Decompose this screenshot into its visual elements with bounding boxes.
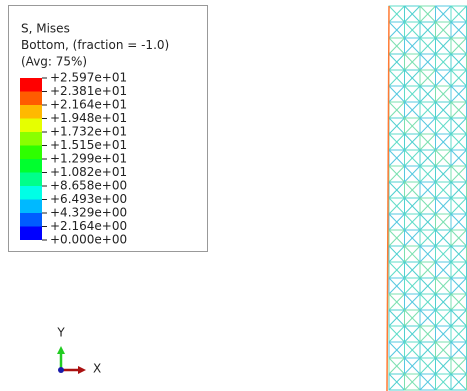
z-axis-dot — [58, 367, 64, 373]
y-arrow-head — [57, 346, 65, 354]
legend-label: +2.164e+00 — [50, 219, 127, 233]
legend-label: +2.381e+01 — [50, 84, 127, 98]
legend-swatch — [20, 119, 42, 133]
mesh — [387, 6, 467, 391]
y-axis-label: Y — [56, 326, 65, 340]
legend-label: +8.658e+00 — [50, 179, 127, 193]
legend-label: +1.082e+01 — [50, 165, 127, 179]
legend-title-line: Bottom, (fraction = -1.0) — [21, 38, 169, 52]
x-arrow-head — [78, 366, 86, 374]
legend-swatch — [20, 78, 42, 92]
legend-swatch — [20, 173, 42, 187]
legend-label: +4.329e+00 — [50, 206, 127, 220]
legend-title-line: S, Mises — [21, 22, 70, 36]
legend-swatch — [20, 227, 42, 241]
legend-label: +6.493e+00 — [50, 192, 127, 206]
viewport: S, Mises Bottom, (fraction = -1.0) (Avg: 7… — [0, 0, 467, 391]
legend-swatch — [20, 186, 42, 200]
legend-label: +2.597e+01 — [50, 71, 127, 85]
legend-label: +1.732e+01 — [50, 125, 127, 139]
legend-label: +2.164e+01 — [50, 98, 127, 112]
triad: Y X — [56, 326, 101, 376]
legend-swatch — [20, 132, 42, 146]
legend-swatch — [20, 213, 42, 227]
legend-swatch — [20, 92, 42, 106]
legend-swatch — [20, 159, 42, 173]
legend-label: +0.000e+00 — [50, 233, 127, 247]
legend-label: +1.515e+01 — [50, 138, 127, 152]
legend-label: +1.948e+01 — [50, 111, 127, 125]
legend-label: +1.299e+01 — [50, 152, 127, 166]
legend-swatch — [20, 200, 42, 214]
x-axis-label: X — [93, 362, 101, 376]
legend-swatch — [20, 105, 42, 119]
legend-swatch — [20, 146, 42, 160]
legend-title-line: (Avg: 75%) — [21, 55, 87, 69]
